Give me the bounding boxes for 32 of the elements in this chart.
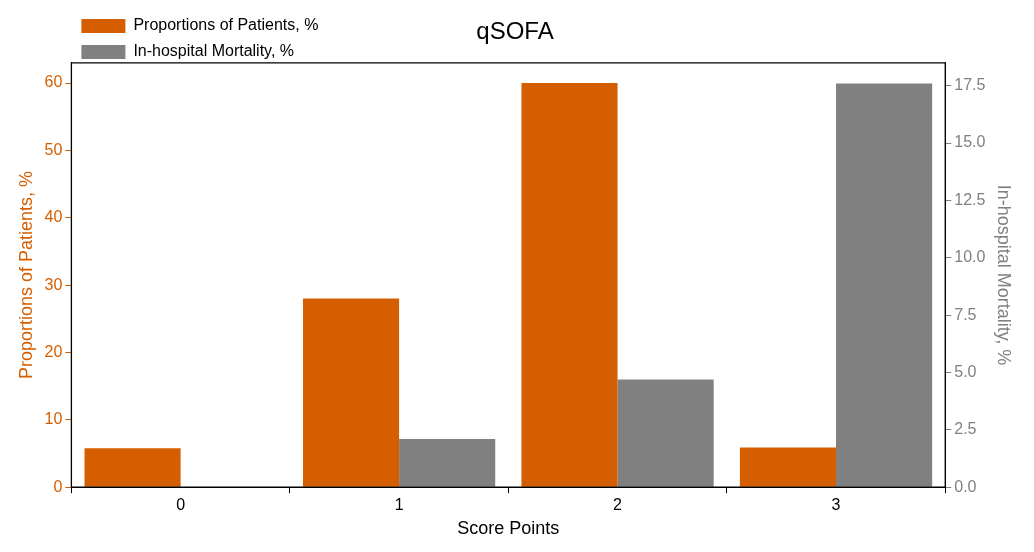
bar: [521, 83, 618, 487]
legend-label: Proportions of Patients, %: [133, 16, 319, 34]
y2-tick-label: 0.0: [954, 477, 977, 495]
x-tick-label: 2: [613, 496, 623, 514]
y2-axis-title: In-hospital Mortality, %: [994, 184, 1015, 366]
x-tick-label: 3: [831, 496, 841, 514]
bar: [617, 379, 714, 487]
y2-tick-label: 15.0: [954, 133, 986, 151]
y2-tick-label: 7.5: [954, 305, 977, 323]
y-tick-label: 40: [44, 208, 63, 226]
x-tick-label: 0: [176, 496, 186, 514]
y-tick-label: 50: [44, 140, 63, 158]
y-tick-label: 10: [44, 410, 63, 428]
x-tick-label: 1: [394, 496, 404, 514]
y2-tick-label: 17.5: [954, 76, 986, 94]
bar: [302, 298, 400, 487]
bar: [399, 439, 496, 487]
y2-tick-label: 5.0: [954, 362, 977, 380]
y2-tick-label: 10.0: [954, 248, 986, 266]
chart-title: qSOFA: [476, 17, 554, 45]
y-tick-label: 0: [53, 477, 63, 495]
y-tick-label: 20: [44, 342, 63, 360]
bar: [836, 83, 933, 487]
y-tick-label: 60: [44, 73, 63, 91]
bar: [739, 447, 837, 487]
y-axis-title: Proportions of Patients, %: [15, 170, 36, 380]
legend-label: In-hospital Mortality, %: [133, 42, 295, 60]
y2-tick-label: 12.5: [954, 190, 986, 208]
bar: [84, 448, 181, 487]
x-axis-title: Score Points: [457, 518, 560, 539]
y2-tick-label: 2.5: [954, 420, 977, 438]
y-tick-label: 30: [44, 275, 63, 293]
